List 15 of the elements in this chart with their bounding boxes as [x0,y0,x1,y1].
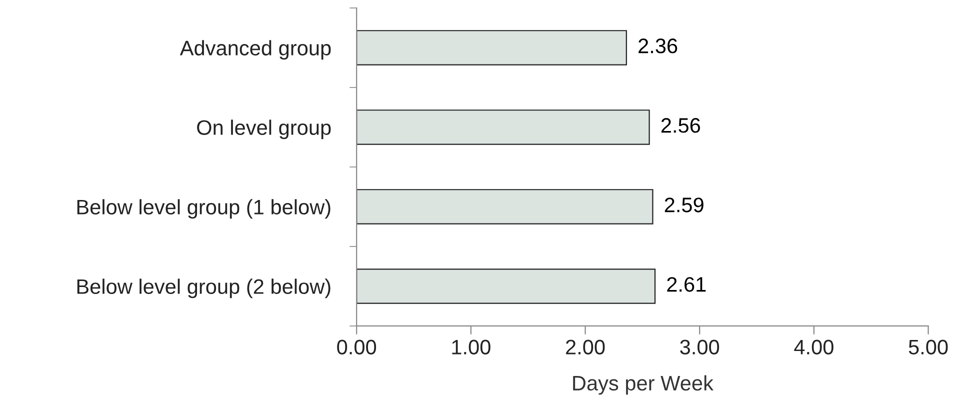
data-label: 2.61 [667,277,706,292]
x-tick-label: 5.00 [908,340,948,354]
x-tick-label: 2.00 [566,340,605,354]
data-label: 2.59 [664,198,704,212]
data-label: 2.56 [661,118,700,133]
x-axis-title: Days per Week [573,375,714,395]
y-tick-label: Below level group (2 below) [77,278,330,298]
x-tick-label: 0.00 [337,340,376,354]
x-tick-label: 3.00 [680,340,720,354]
data-label: 2.36 [638,38,678,54]
x-tick-label: 1.00 [452,340,490,354]
y-tick-label: On level group [197,120,331,140]
y-tick-label: Advanced group [180,40,331,60]
y-tick-label: Below level group (1 below) [77,199,330,219]
x-tick-label: 4.00 [794,340,834,354]
